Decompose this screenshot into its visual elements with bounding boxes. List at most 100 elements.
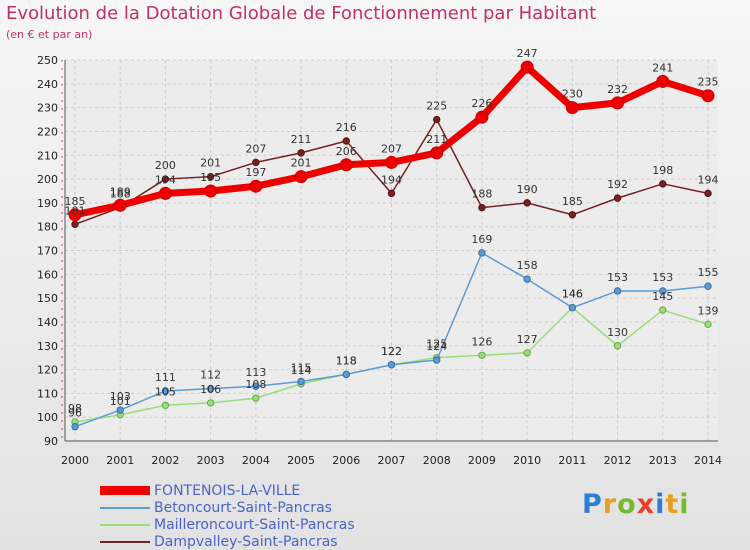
- data-label-mailleroncourt-2011: 146: [562, 288, 583, 301]
- y-tick-label-240: 240: [37, 78, 58, 91]
- data-point-dampvalley-2000: [71, 220, 79, 229]
- data-label-dampvalley-2013: 198: [652, 164, 673, 177]
- data-label-fontenois-2011: 230: [562, 88, 583, 101]
- y-tick-label-230: 230: [37, 102, 58, 115]
- data-label-mailleroncourt-2006: 118: [336, 354, 357, 367]
- data-label-fontenois-2009: 226: [471, 97, 492, 110]
- data-label-betoncourt-2004: 113: [245, 366, 266, 379]
- data-point-dampvalley-2010: [523, 199, 531, 207]
- data-point-mailleroncourt-2009: [478, 351, 486, 359]
- data-label-dampvalley-2014: 194: [698, 173, 719, 186]
- data-point-betoncourt-2002: [161, 387, 170, 395]
- data-label-dampvalley-2010: 190: [517, 183, 538, 196]
- x-tick-label-2001: 2001: [106, 454, 134, 467]
- data-label-mailleroncourt-2002: 105: [155, 385, 176, 398]
- proxiti-logo: Proxiti: [582, 489, 690, 520]
- data-point-dampvalley-2009: [478, 203, 486, 212]
- legend-item-mailleroncourt[interactable]: Mailleroncourt-Saint-Pancras: [100, 516, 355, 533]
- data-label-mailleroncourt-2001: 101: [110, 395, 131, 408]
- legend-label-betoncourt: Betoncourt-Saint-Pancras: [154, 499, 332, 516]
- data-label-betoncourt-2014: 155: [698, 266, 719, 279]
- data-label-dampvalley-2001: 188: [110, 188, 131, 201]
- logo-letter: P: [582, 489, 603, 520]
- data-point-betoncourt-2012: [613, 287, 622, 295]
- x-tick-label-2006: 2006: [332, 454, 360, 467]
- data-point-betoncourt-2009: [478, 249, 486, 257]
- data-point-fontenois-2006: [339, 158, 353, 172]
- data-point-fontenois-2007: [385, 155, 398, 169]
- data-label-fontenois-2004: 197: [245, 166, 266, 179]
- data-point-fontenois-2009: [475, 110, 489, 124]
- data-point-mailleroncourt-2013: [659, 306, 667, 314]
- data-point-mailleroncourt-2002: [161, 401, 170, 409]
- data-point-fontenois-2008: [430, 146, 444, 160]
- data-point-fontenois-2001: [113, 198, 127, 212]
- y-tick-label-100: 100: [37, 411, 58, 424]
- data-point-fontenois-2002: [158, 186, 172, 200]
- legend-swatch-fontenois: [100, 486, 150, 495]
- x-tick-label-2010: 2010: [513, 454, 541, 467]
- data-point-betoncourt-2006: [342, 370, 350, 379]
- data-point-dampvalley-2004: [252, 158, 260, 167]
- data-point-betoncourt-2000: [71, 423, 79, 431]
- x-tick-label-2013: 2013: [649, 454, 677, 467]
- data-point-betoncourt-2013: [659, 287, 667, 295]
- data-label-mailleroncourt-2003: 106: [200, 383, 221, 396]
- data-label-mailleroncourt-2005: 114: [291, 364, 312, 377]
- y-tick-label-140: 140: [37, 316, 58, 329]
- data-label-mailleroncourt-2010: 127: [517, 333, 538, 346]
- data-point-fontenois-2004: [249, 179, 263, 193]
- data-point-betoncourt-2004: [252, 382, 260, 390]
- legend-item-fontenois[interactable]: FONTENOIS-LA-VILLE: [100, 482, 355, 499]
- data-point-betoncourt-2001: [116, 406, 124, 414]
- x-tick-label-2008: 2008: [423, 454, 451, 467]
- data-point-mailleroncourt-2003: [206, 399, 215, 407]
- data-label-betoncourt-2002: 111: [155, 371, 176, 384]
- data-point-betoncourt-2010: [523, 275, 531, 283]
- data-label-fontenois-2012: 232: [607, 83, 628, 96]
- y-tick-label-250: 250: [37, 54, 58, 67]
- logo-letter: i: [679, 489, 690, 520]
- data-label-dampvalley-2003: 201: [200, 157, 221, 170]
- data-label-dampvalley-2012: 192: [607, 178, 628, 191]
- data-label-mailleroncourt-2013: 145: [652, 290, 673, 303]
- legend-label-fontenois: FONTENOIS-LA-VILLE: [154, 482, 301, 499]
- data-point-dampvalley-2002: [161, 175, 170, 183]
- data-point-fontenois-2013: [656, 74, 670, 88]
- data-label-mailleroncourt-2009: 126: [471, 335, 492, 348]
- legend-label-dampvalley: Dampvalley-Saint-Pancras: [154, 533, 338, 550]
- x-tick-label-2009: 2009: [468, 454, 496, 467]
- legend-swatch-mailleroncourt: [100, 523, 150, 526]
- data-point-dampvalley-2005: [297, 149, 305, 157]
- data-point-mailleroncourt-2004: [252, 394, 260, 402]
- y-tick-label-110: 110: [37, 387, 58, 400]
- data-point-dampvalley-2003: [206, 172, 215, 181]
- data-label-betoncourt-2006: 118: [336, 354, 357, 367]
- data-label-dampvalley-2002: 200: [155, 159, 176, 172]
- data-point-dampvalley-2006: [342, 137, 350, 145]
- legend-item-dampvalley[interactable]: Dampvalley-Saint-Pancras: [100, 533, 355, 550]
- data-label-fontenois-2003: 195: [200, 171, 221, 184]
- x-tick-label-2011: 2011: [558, 454, 586, 467]
- data-label-betoncourt-2010: 158: [517, 259, 538, 272]
- logo-letter: o: [617, 489, 637, 520]
- data-label-dampvalley-2004: 207: [245, 142, 266, 155]
- data-label-fontenois-2001: 189: [110, 185, 131, 198]
- data-label-fontenois-2006: 206: [336, 145, 357, 158]
- data-point-betoncourt-2007: [387, 361, 396, 369]
- data-label-fontenois-2007: 207: [381, 142, 402, 155]
- data-label-fontenois-2008: 211: [426, 133, 447, 146]
- logo-letter: i: [655, 489, 666, 520]
- x-tick-label-2003: 2003: [197, 454, 225, 467]
- logo-letter: r: [602, 489, 618, 520]
- data-point-betoncourt-2008: [433, 356, 441, 364]
- data-label-mailleroncourt-2012: 130: [607, 326, 628, 339]
- data-label-fontenois-2002: 194: [155, 173, 176, 186]
- data-label-betoncourt-2005: 115: [291, 361, 312, 374]
- legend-item-betoncourt[interactable]: Betoncourt-Saint-Pancras: [100, 499, 355, 516]
- data-point-dampvalley-2012: [613, 194, 622, 202]
- legend: FONTENOIS-LA-VILLE Betoncourt-Saint-Panc…: [100, 482, 355, 550]
- data-label-fontenois-2014: 235: [698, 76, 719, 89]
